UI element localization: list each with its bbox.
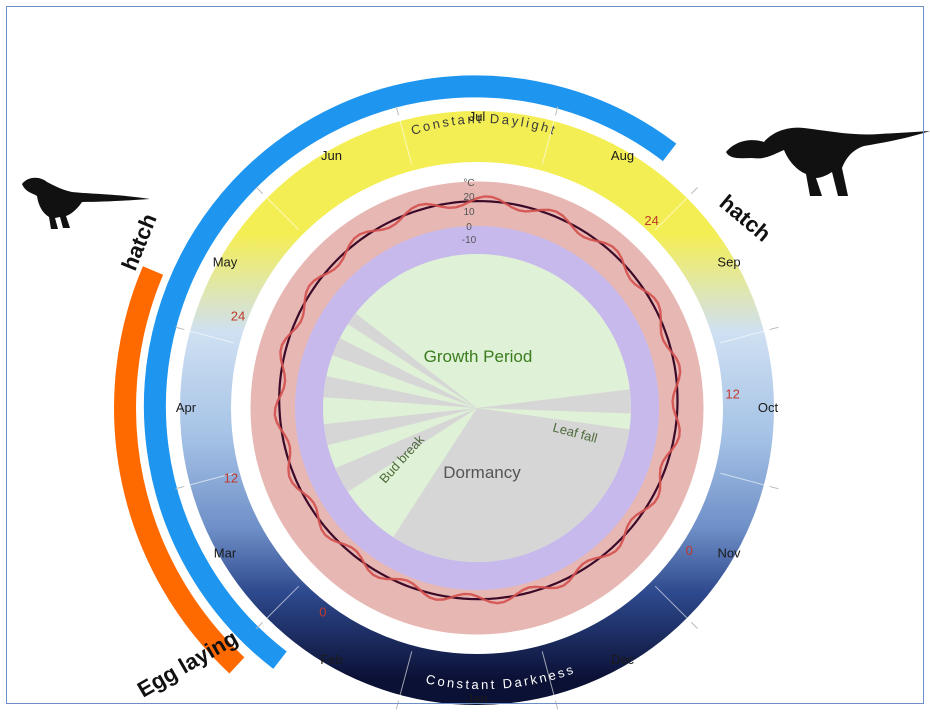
month-divider <box>720 472 767 487</box>
dormancy-area <box>393 408 630 563</box>
month-label-apr: Apr <box>176 400 197 415</box>
ring-gap <box>231 162 723 654</box>
daylight-hours-labels: 24 12 0 24 12 0 <box>224 213 740 620</box>
month-divider <box>541 118 556 165</box>
month-divider <box>264 195 300 231</box>
month-label-nov: Nov <box>717 546 741 561</box>
month-tick <box>690 621 698 629</box>
daylight-hours-label: 0 <box>686 543 693 558</box>
month-label-oct: Oct <box>758 400 779 415</box>
month-tick <box>256 621 264 629</box>
temperature-tick-10: 10 <box>463 207 475 218</box>
temperature-tick-minus10: -10 <box>462 235 477 246</box>
month-label-sep: Sep <box>717 255 740 270</box>
temperature-scale: °C 20 10 0 -10 <box>462 178 477 246</box>
daylight-hours-label: 0 <box>319 605 326 620</box>
month-tick <box>769 485 779 490</box>
month-label-feb: Feb <box>320 652 342 667</box>
month-label-may: May <box>213 255 238 270</box>
reproduction-period-arc <box>143 75 677 669</box>
month-label-jul: Jul <box>469 109 486 124</box>
mean-temperature-curve <box>278 199 679 601</box>
month-divider <box>187 329 234 344</box>
month-divider <box>398 118 413 165</box>
daylight-hours-label: 24 <box>231 308 245 323</box>
variability-wedge <box>347 313 477 408</box>
hatch-label-right: hatch <box>715 190 776 247</box>
hatch-label-left: hatch <box>116 210 161 274</box>
variability-wedge <box>323 408 477 446</box>
month-tick <box>554 106 559 116</box>
month-divider <box>720 329 767 344</box>
variability-wedge <box>323 376 477 408</box>
daily-temperature-curve <box>273 195 682 605</box>
variability-wedge <box>477 389 632 414</box>
month-labels: Jan Feb Mar Apr May Jun Jul Aug Sep Oct Nov Dec <box>176 109 779 706</box>
month-tick <box>554 700 559 710</box>
month-label-mar: Mar <box>214 546 237 561</box>
temperature-tick-20: 20 <box>463 192 475 203</box>
month-tick <box>769 326 779 331</box>
month-tick <box>256 187 264 195</box>
phenology-disk <box>323 254 632 563</box>
temperature-band-pink <box>250 181 704 635</box>
month-divider <box>187 472 234 487</box>
month-divider <box>654 195 690 231</box>
daylight-hours-label: 12 <box>224 471 238 486</box>
egg-laying-arc <box>114 266 245 674</box>
month-divider <box>654 585 690 621</box>
hadrosaur-icon <box>726 127 930 196</box>
month-tick <box>395 106 400 116</box>
daylight-hours-label: 12 <box>725 387 739 402</box>
month-ticks <box>175 106 779 710</box>
variability-wedge <box>335 408 477 492</box>
temperature-tick-0: 0 <box>466 222 472 233</box>
month-label-jun: Jun <box>321 148 342 163</box>
month-tick <box>175 326 185 331</box>
temperature-unit: °C <box>463 178 474 189</box>
month-tick <box>175 485 185 490</box>
month-label-jan: Jan <box>467 691 488 706</box>
month-tick <box>690 187 698 195</box>
dormancy-label: Dormancy <box>443 463 521 482</box>
month-tick <box>395 700 400 710</box>
variability-wedge <box>332 338 477 408</box>
month-divider <box>264 585 300 621</box>
month-divider <box>398 651 413 698</box>
small-feathered-dinosaur-icon <box>22 177 150 229</box>
temperature-band-lavender <box>295 226 659 590</box>
daylight-ring <box>180 111 774 705</box>
month-label-dec: Dec <box>611 652 635 667</box>
month-divider <box>541 651 556 698</box>
daylight-hours-label: 24 <box>644 213 658 228</box>
month-label-aug: Aug <box>611 148 634 163</box>
growth-period-label: Growth Period <box>424 347 533 366</box>
